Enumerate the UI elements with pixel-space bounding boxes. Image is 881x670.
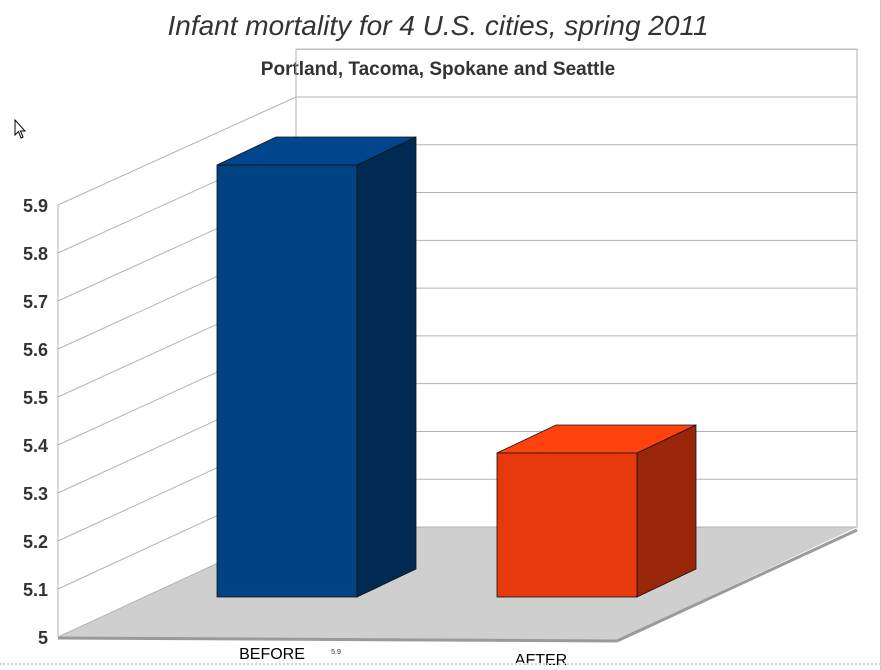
y-tick-label: 5 — [38, 628, 48, 648]
bottom-border — [0, 663, 881, 665]
y-tick-label: 5.5 — [23, 388, 48, 408]
y-tick-label: 5.4 — [23, 436, 48, 456]
side-gridline — [57, 96, 297, 206]
floor-right-edge — [616, 528, 858, 643]
y-tick-label: 5.8 — [23, 244, 48, 264]
floor — [58, 527, 857, 640]
y-tick-label: 5.3 — [23, 484, 48, 504]
y-tick-label: 5.2 — [23, 532, 48, 552]
floor-front-edge — [57, 636, 618, 643]
y-tick-label: 5.1 — [23, 580, 48, 600]
bar-after-side — [636, 424, 697, 598]
x-category-label: AFTER — [515, 652, 567, 669]
y-tick-label: 5.9 — [23, 196, 48, 216]
y-tick-label: 5.6 — [23, 340, 48, 360]
data-label: 5.9 — [331, 649, 341, 656]
bar-before-side — [356, 136, 417, 598]
x-category-label: BEFORE — [239, 646, 305, 663]
y-tick-label: 5.7 — [23, 292, 48, 312]
chart-title: Infant mortality for 4 U.S. cities, spri… — [167, 10, 709, 41]
chart-subtitle: Portland, Tacoma, Spokane and Seattle — [260, 59, 616, 80]
bar-before — [216, 164, 358, 598]
mouse-pointer-icon — [14, 119, 27, 139]
bar-after — [496, 452, 638, 598]
